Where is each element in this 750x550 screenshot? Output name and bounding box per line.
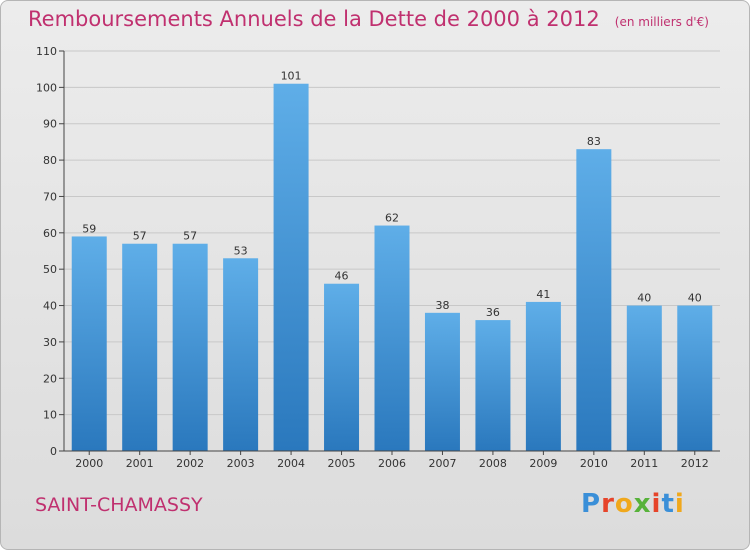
- bar-2010: [576, 149, 612, 451]
- bar-value-label: 59: [82, 222, 96, 235]
- bar-2008: [475, 320, 511, 451]
- bar-value-label: 53: [234, 244, 248, 257]
- y-tick-label: 110: [36, 45, 57, 58]
- bar-2012: [677, 305, 713, 451]
- x-tick-label: 2001: [126, 457, 154, 470]
- bar-value-label: 36: [486, 306, 500, 319]
- y-tick-label: 10: [43, 409, 57, 422]
- brand-letter: r: [601, 489, 615, 519]
- y-tick-label: 0: [50, 445, 57, 458]
- x-tick-label: 2002: [176, 457, 204, 470]
- y-tick-label: 100: [36, 81, 57, 94]
- bar-value-label: 62: [385, 212, 399, 225]
- bar-value-label: 41: [536, 288, 550, 301]
- brand-letter: o: [614, 489, 634, 519]
- bar-2001: [122, 243, 158, 451]
- x-tick-label: 2012: [681, 457, 709, 470]
- town-name: SAINT-CHAMASSY: [35, 494, 203, 516]
- x-tick-label: 2011: [630, 457, 658, 470]
- brand-letter: i: [651, 489, 662, 519]
- x-tick-label: 2007: [428, 457, 456, 470]
- bar-2009: [525, 301, 561, 451]
- bar-value-label: 57: [133, 230, 147, 243]
- brand-letter: x: [633, 489, 652, 519]
- x-tick-label: 2005: [328, 457, 356, 470]
- y-tick-label: 40: [43, 300, 57, 313]
- brand-letter: t: [661, 489, 675, 519]
- y-tick-label: 60: [43, 227, 57, 240]
- x-tick-label: 2009: [529, 457, 557, 470]
- y-tick-label: 30: [43, 336, 57, 349]
- x-tick-label: 2004: [277, 457, 305, 470]
- bar-value-label: 101: [281, 70, 302, 83]
- y-tick-label: 90: [43, 118, 57, 131]
- bar-value-label: 40: [637, 292, 651, 305]
- bar-2011: [626, 305, 662, 451]
- bar-value-label: 57: [183, 230, 197, 243]
- unit-text: (en milliers d'€): [614, 15, 709, 29]
- bar-2007: [424, 312, 460, 451]
- bar-value-label: 83: [587, 135, 601, 148]
- bar-2003: [223, 258, 259, 451]
- bar-value-label: 40: [688, 292, 702, 305]
- bar-2002: [172, 243, 208, 451]
- x-tick-label: 2008: [479, 457, 507, 470]
- brand-logo: Proxiti: [581, 489, 685, 519]
- y-tick-label: 20: [43, 372, 57, 385]
- brand-letter: i: [674, 489, 685, 519]
- bar-2000: [71, 236, 107, 451]
- title-text: Remboursements Annuels de la Dette de 20…: [28, 7, 600, 31]
- brand-letter: P: [581, 489, 602, 519]
- bar-value-label: 46: [335, 270, 349, 283]
- y-tick-label: 70: [43, 190, 57, 203]
- x-tick-label: 2006: [378, 457, 406, 470]
- y-tick-label: 50: [43, 263, 57, 276]
- x-tick-label: 2010: [580, 457, 608, 470]
- chart-title: Remboursements Annuels de la Dette de 20…: [28, 7, 709, 31]
- x-tick-label: 2000: [75, 457, 103, 470]
- bar-2004: [273, 83, 309, 452]
- bar-2005: [324, 283, 360, 451]
- x-tick-label: 2003: [227, 457, 255, 470]
- bar-2006: [374, 225, 410, 451]
- y-tick-label: 80: [43, 154, 57, 167]
- bar-value-label: 38: [435, 299, 449, 312]
